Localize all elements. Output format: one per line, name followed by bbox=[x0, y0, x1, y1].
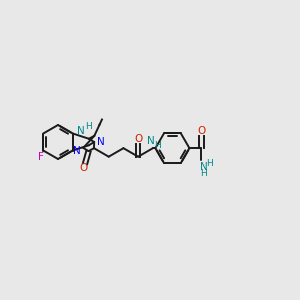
Text: N: N bbox=[147, 136, 155, 146]
Text: H: H bbox=[154, 141, 161, 150]
Text: O: O bbox=[197, 126, 206, 136]
Text: N: N bbox=[200, 162, 207, 172]
Text: H: H bbox=[200, 169, 207, 178]
Text: N: N bbox=[77, 126, 85, 136]
Text: N: N bbox=[97, 137, 105, 147]
Text: O: O bbox=[80, 164, 88, 173]
Text: H: H bbox=[85, 122, 92, 131]
Text: N: N bbox=[73, 146, 81, 156]
Text: O: O bbox=[134, 134, 142, 144]
Text: F: F bbox=[38, 152, 44, 163]
Text: H: H bbox=[206, 159, 213, 168]
